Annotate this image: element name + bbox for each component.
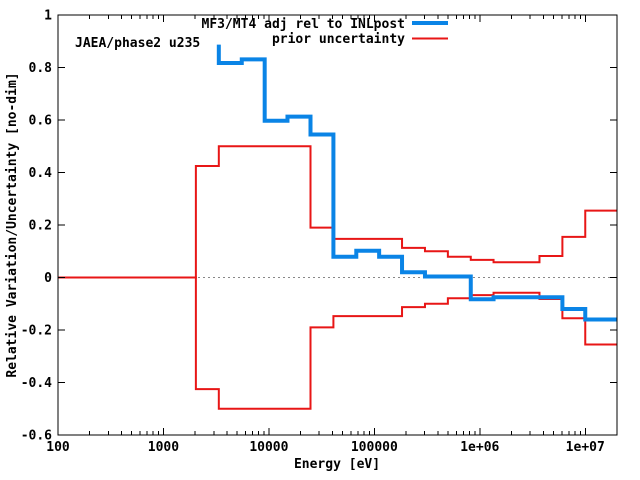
y-axis-title: Relative Variation/Uncertainty [no-dim] xyxy=(5,72,20,377)
x-tick-label: 1000 xyxy=(148,440,179,455)
y-tick-label: 0.8 xyxy=(29,61,53,76)
x-tick-label: 1e+06 xyxy=(460,440,499,455)
y-tick-label: 0.6 xyxy=(29,114,53,129)
y-tick-label: 1 xyxy=(44,9,52,24)
x-tick-label: 1e+07 xyxy=(566,440,605,455)
dataset-annotation: JAEA/phase2 u235 xyxy=(75,36,200,51)
legend-label-adjustment: MF3/MT4 adj rel to INLpost xyxy=(202,17,406,32)
x-axis-title: Energy [eV] xyxy=(294,457,380,472)
plot-frame xyxy=(57,14,618,436)
y-tick-label: -0.2 xyxy=(21,324,52,339)
x-tick-label: 100000 xyxy=(351,440,398,455)
adjustment-curve xyxy=(216,44,617,322)
y-tick-label: 0.4 xyxy=(29,166,53,181)
y-tick-label: 0 xyxy=(44,271,52,286)
y-tick-label: 0.2 xyxy=(29,219,52,234)
x-tick-label: 100 xyxy=(46,440,70,455)
prior-uncertainty-upper-curve xyxy=(58,145,617,279)
y-tick-label: -0.6 xyxy=(21,429,52,444)
x-tick-label: 10000 xyxy=(249,440,288,455)
legend-label-prior-uncertainty: prior uncertainty xyxy=(272,32,405,47)
y-tick-label: -0.4 xyxy=(21,376,52,391)
